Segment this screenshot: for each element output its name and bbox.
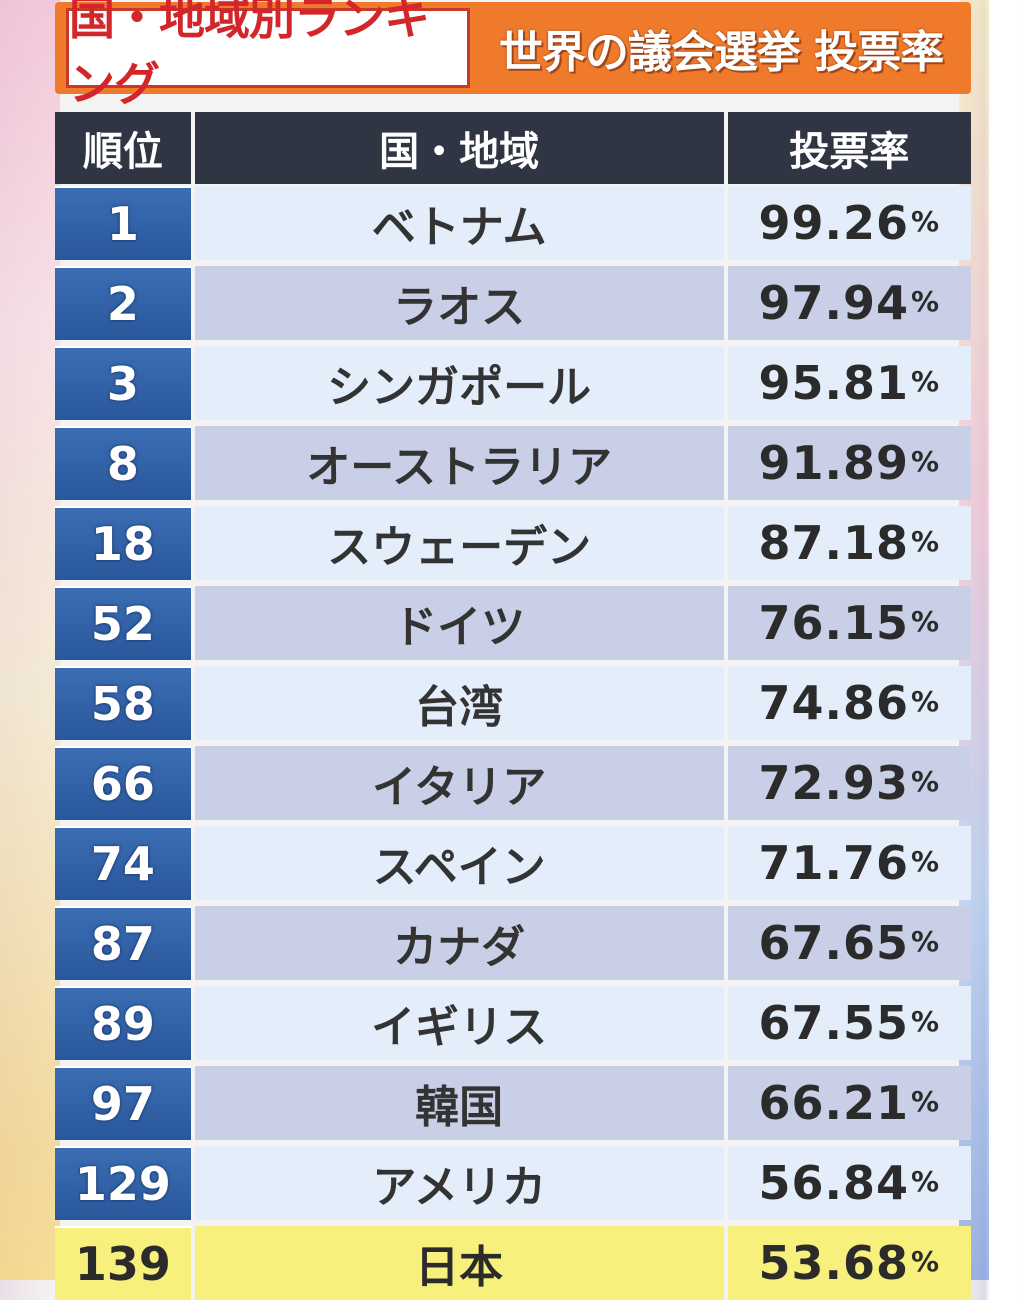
table-body: 1 ベトナム 99.26% 2 ラオス 97.94% 3 シンガポール 95.81% 8 オーストラ… xyxy=(55,186,971,1300)
rate-cell: 53.68% xyxy=(727,1226,971,1300)
rank-cell: 1 xyxy=(55,186,191,260)
country-cell: カナダ xyxy=(194,906,724,980)
rate-cell: 66.21% xyxy=(727,1066,971,1140)
percent-sign: % xyxy=(910,445,941,478)
rank-cell: 66 xyxy=(55,746,191,820)
table-row: 129 アメリカ 56.84% xyxy=(55,1146,971,1220)
rank-cell: 129 xyxy=(55,1146,191,1220)
rate-value: 74.86 xyxy=(758,676,909,730)
rank-cell: 74 xyxy=(55,826,191,900)
country-cell: ベトナム xyxy=(194,186,724,260)
rank-cell: 2 xyxy=(55,266,191,340)
percent-sign: % xyxy=(910,205,941,238)
table-row: 1 ベトナム 99.26% xyxy=(55,186,971,260)
percent-sign: % xyxy=(910,925,941,958)
rate-value: 66.21 xyxy=(758,1076,909,1130)
percent-sign: % xyxy=(910,285,941,318)
country-cell: ラオス xyxy=(194,266,724,340)
rate-value: 91.89 xyxy=(758,436,909,490)
survey-title: 世界の議会選挙 投票率 xyxy=(498,27,944,78)
rank-cell: 8 xyxy=(55,426,191,500)
country-cell: イタリア xyxy=(194,746,724,820)
header-country: 国・地域 xyxy=(194,112,724,184)
country-cell: 韓国 xyxy=(194,1066,724,1140)
rate-cell: 99.26% xyxy=(727,186,971,260)
table-row: 89 イギリス 67.55% xyxy=(55,986,971,1060)
table-row: 8 オーストラリア 91.89% xyxy=(55,426,971,500)
percent-sign: % xyxy=(910,605,941,638)
background-decoration-left xyxy=(0,0,60,1280)
percent-sign: % xyxy=(910,1085,941,1118)
table-row: 97 韓国 66.21% xyxy=(55,1066,971,1140)
country-cell: イギリス xyxy=(194,986,724,1060)
table-row: 87 カナダ 67.65% xyxy=(55,906,971,980)
table-row: 2 ラオス 97.94% xyxy=(55,266,971,340)
ranking-table: 順位 国・地域 投票率 1 ベトナム 99.26% 2 ラオス 97.94% 3 シンガポール… xyxy=(55,112,971,1300)
rate-cell: 87.18% xyxy=(727,506,971,580)
country-cell: 日本 xyxy=(194,1226,724,1300)
percent-sign: % xyxy=(910,845,941,878)
country-cell: シンガポール xyxy=(194,346,724,420)
table-header-row: 順位 国・地域 投票率 xyxy=(55,112,971,184)
rank-cell: 89 xyxy=(55,986,191,1060)
rate-cell: 67.55% xyxy=(727,986,971,1060)
rate-value: 56.84 xyxy=(758,1156,909,1210)
rank-cell: 87 xyxy=(55,906,191,980)
country-cell: スペイン xyxy=(194,826,724,900)
rate-value: 67.55 xyxy=(758,996,909,1050)
rate-cell: 71.76% xyxy=(727,826,971,900)
rank-cell: 18 xyxy=(55,506,191,580)
table-row: 18 スウェーデン 87.18% xyxy=(55,506,971,580)
rate-cell: 56.84% xyxy=(727,1146,971,1220)
rank-cell: 3 xyxy=(55,346,191,420)
percent-sign: % xyxy=(910,1165,941,1198)
rank-cell: 97 xyxy=(55,1066,191,1140)
rate-cell: 72.93% xyxy=(727,746,971,820)
rate-cell: 97.94% xyxy=(727,266,971,340)
rate-value: 97.94 xyxy=(758,276,909,330)
rank-cell: 58 xyxy=(55,666,191,740)
country-cell: スウェーデン xyxy=(194,506,724,580)
rate-value: 95.81 xyxy=(758,356,909,410)
rank-cell: 52 xyxy=(55,586,191,660)
country-cell: オーストラリア xyxy=(194,426,724,500)
country-cell: 台湾 xyxy=(194,666,724,740)
rank-cell: 139 xyxy=(55,1226,191,1300)
rate-value: 76.15 xyxy=(758,596,909,650)
rate-cell: 74.86% xyxy=(727,666,971,740)
header-rank: 順位 xyxy=(55,112,191,184)
country-cell: ドイツ xyxy=(194,586,724,660)
percent-sign: % xyxy=(910,1005,941,1038)
table-row: 66 イタリア 72.93% xyxy=(55,746,971,820)
header-rate: 投票率 xyxy=(727,112,971,184)
rate-value: 99.26 xyxy=(758,196,909,250)
rate-cell: 67.65% xyxy=(727,906,971,980)
rate-cell: 95.81% xyxy=(727,346,971,420)
percent-sign: % xyxy=(910,685,941,718)
percent-sign: % xyxy=(910,1245,941,1278)
table-row: 3 シンガポール 95.81% xyxy=(55,346,971,420)
rate-value: 72.93 xyxy=(758,756,909,810)
rate-cell: 91.89% xyxy=(727,426,971,500)
rate-value: 53.68 xyxy=(758,1236,909,1290)
rate-value: 87.18 xyxy=(758,516,909,570)
percent-sign: % xyxy=(910,525,941,558)
rate-cell: 76.15% xyxy=(727,586,971,660)
percent-sign: % xyxy=(910,365,941,398)
ranking-title: 国・地域別ランキング xyxy=(66,0,470,111)
percent-sign: % xyxy=(910,765,941,798)
rate-value: 71.76 xyxy=(758,836,909,890)
table-row: 58 台湾 74.86% xyxy=(55,666,971,740)
country-cell: アメリカ xyxy=(194,1146,724,1220)
table-row: 139 日本 53.68% xyxy=(55,1226,971,1300)
rate-value: 67.65 xyxy=(758,916,909,970)
table-row: 52 ドイツ 76.15% xyxy=(55,586,971,660)
table-row: 74 スペイン 71.76% xyxy=(55,826,971,900)
